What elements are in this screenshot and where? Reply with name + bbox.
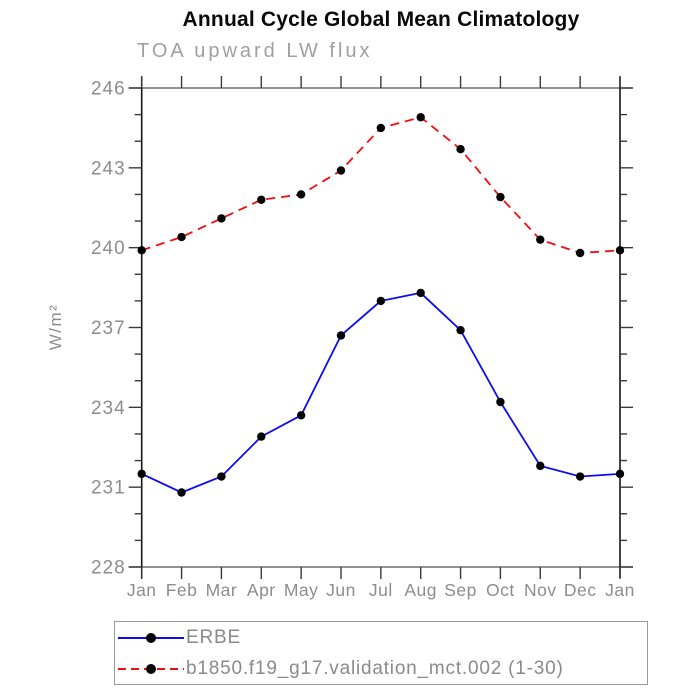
x-tick-label: Oct xyxy=(486,580,515,600)
data-point xyxy=(575,248,585,258)
x-tick-label: Mar xyxy=(206,580,238,600)
marker-dot-icon xyxy=(146,663,156,674)
data-point xyxy=(376,123,386,133)
x-tick-label: Jun xyxy=(326,580,356,600)
model-line-swatch xyxy=(118,663,184,674)
data-point xyxy=(456,145,465,154)
data-point xyxy=(296,411,306,420)
y-tick-label: 234 xyxy=(91,398,126,419)
legend-label-erbe: ERBE xyxy=(186,626,241,648)
legend-entry-erbe: ERBE xyxy=(118,627,647,649)
x-tick-label: Jul xyxy=(369,580,393,600)
data-point xyxy=(336,331,346,340)
data-point xyxy=(416,113,425,122)
x-tick-label: Aug xyxy=(404,580,437,600)
y-tick-label: 246 xyxy=(91,79,126,100)
x-tick-label: Apr xyxy=(247,580,276,600)
data-point xyxy=(575,472,585,481)
marker-dot-icon xyxy=(146,632,156,643)
data-point xyxy=(177,232,186,242)
legend-label-model: b1850.f19_g17.validation_mct.002 (1-30) xyxy=(186,657,564,679)
series-line-0 xyxy=(141,291,621,494)
data-point xyxy=(336,166,346,175)
data-point xyxy=(536,461,545,471)
data-point xyxy=(456,325,465,335)
data-point xyxy=(296,190,306,199)
data-point xyxy=(257,195,266,204)
data-point xyxy=(615,469,625,479)
data-point xyxy=(137,469,146,479)
chart-subtitle: TOA upward LW flux xyxy=(137,40,373,62)
x-tick-label: Jan xyxy=(605,580,635,600)
x-tick-label: Sep xyxy=(444,580,477,600)
y-tick-label: 237 xyxy=(91,318,126,339)
x-tick-label: Feb xyxy=(166,580,198,600)
data-point xyxy=(536,235,545,244)
data-point xyxy=(376,296,386,306)
y-tick-label: 240 xyxy=(91,238,126,259)
erbe-line-swatch xyxy=(118,632,184,643)
y-tick-label: 231 xyxy=(91,478,126,499)
data-point xyxy=(217,472,226,481)
data-point xyxy=(615,246,625,255)
data-point xyxy=(177,488,186,497)
data-point xyxy=(496,397,505,407)
data-point xyxy=(496,192,505,202)
x-tick-label: Dec xyxy=(564,580,597,600)
x-tick-label: May xyxy=(284,580,319,600)
x-tick-label: Jan xyxy=(127,580,157,600)
y-tick-label: 228 xyxy=(91,558,126,579)
series-line-1 xyxy=(141,116,621,254)
legend: ERBE b1850.f19_g17.validation_mct.002 (1… xyxy=(114,621,648,685)
x-tick-label: Nov xyxy=(524,580,557,600)
legend-entry-model: b1850.f19_g17.validation_mct.002 (1-30) xyxy=(118,658,647,680)
data-point xyxy=(416,288,425,298)
data-point xyxy=(257,432,266,441)
data-point xyxy=(217,214,226,223)
data-point xyxy=(137,246,146,255)
y-tick-label: 243 xyxy=(91,158,126,179)
chart-title: Annual Cycle Global Mean Climatology xyxy=(182,8,580,31)
